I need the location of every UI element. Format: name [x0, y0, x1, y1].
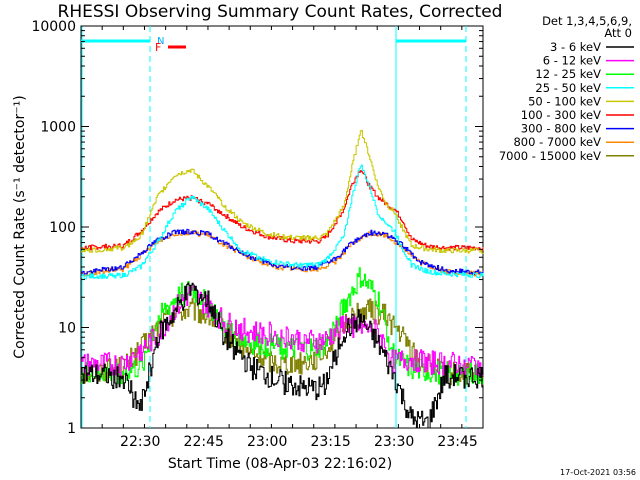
- series-line: [81, 129, 484, 254]
- y-tick-label: 10000: [31, 19, 76, 35]
- legend-entry-label: 12 - 25 keV: [535, 67, 601, 81]
- legend-entry-label: 100 - 300 keV: [521, 108, 601, 122]
- y-axis-label: Corrected Count Rate (s⁻¹ detector⁻¹): [12, 95, 28, 358]
- legend-entry-label: 800 - 7000 keV: [513, 135, 601, 149]
- series-line: [81, 228, 484, 275]
- x-tick-label: 22:30: [120, 434, 160, 450]
- legend-entry-label: 7000 - 15000 keV: [499, 149, 601, 163]
- y-tick-label: 1000: [40, 120, 76, 136]
- night-label: N: [157, 36, 164, 47]
- legend-entry-label: 50 - 100 keV: [528, 94, 601, 108]
- series-layer: [81, 129, 484, 429]
- chart-title: RHESSI Observing Summary Count Rates, Co…: [58, 2, 503, 22]
- x-axis-label: Start Time (08-Apr-03 22:16:02): [168, 456, 392, 472]
- timestamp: 17-Oct-2021 03:56: [560, 468, 636, 477]
- x-tick-label: 23:30: [374, 434, 414, 450]
- legend-header-line2: Att 0: [604, 26, 632, 40]
- legend-entry-label: 300 - 800 keV: [521, 122, 601, 136]
- series-line: [81, 230, 484, 277]
- x-tick-label: 22:45: [184, 434, 224, 450]
- legend-header-line1: Det 1,3,4,5,6,9,: [542, 14, 632, 28]
- legend-entry-label: 25 - 50 keV: [535, 81, 601, 95]
- x-tick-label: 23:15: [310, 434, 350, 450]
- y-tick-label: 10: [58, 321, 76, 337]
- y-tick-label: 1: [67, 421, 76, 437]
- flare-label: F: [155, 41, 161, 54]
- legend-entry-label: 6 - 12 keV: [543, 54, 601, 68]
- y-axis: 1 10 100 1000 10000: [31, 19, 483, 437]
- series-line: [81, 164, 484, 280]
- y-tick-label: 100: [49, 220, 76, 236]
- series-line: [81, 286, 484, 377]
- legend-entry-label: 3 - 6 keV: [550, 40, 601, 54]
- observing-markers: N F: [81, 26, 467, 428]
- x-tick-label: 23:00: [247, 434, 287, 450]
- x-tick-label: 23:45: [437, 434, 477, 450]
- series-line: [81, 282, 484, 429]
- x-axis: 22:30 22:45 23:00 23:15 23:30 23:45: [80, 26, 484, 450]
